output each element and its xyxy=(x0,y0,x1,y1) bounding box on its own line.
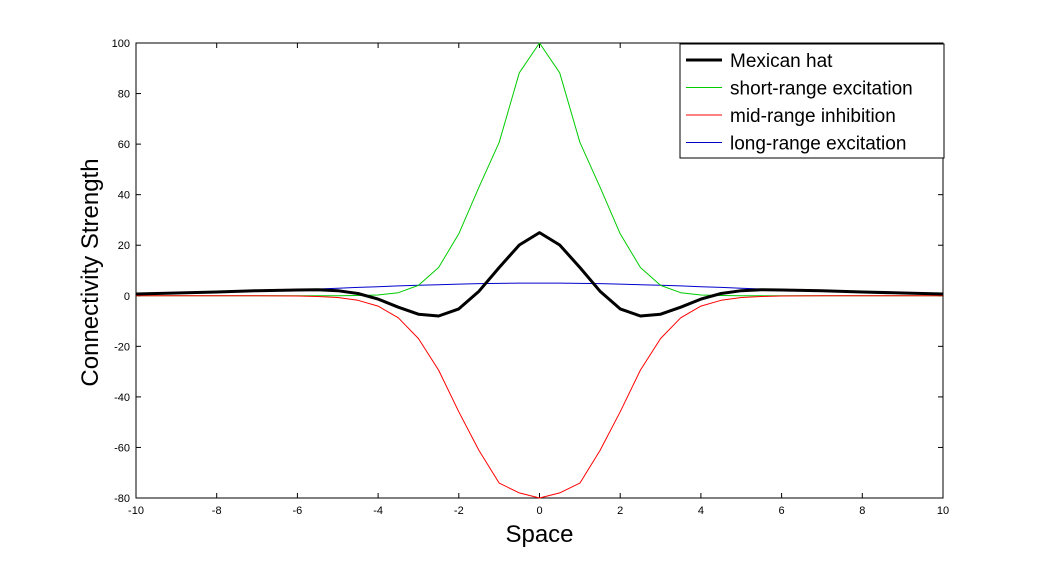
x-tick-label: -2 xyxy=(454,505,464,517)
x-axis: -10 -8 -6 -4 -2 0 2 4 6 8 10 xyxy=(128,43,949,517)
y-tick-label: 60 xyxy=(118,139,130,151)
y-tick-label: -60 xyxy=(114,442,130,454)
x-tick-label: -6 xyxy=(293,505,303,517)
y-tick-label: 20 xyxy=(118,240,130,252)
y-tick-label: -20 xyxy=(114,341,130,353)
legend-label-mexican-hat: Mexican hat xyxy=(730,51,833,72)
legend: Mexican hat short-range excitation mid-ran… xyxy=(679,43,945,159)
y-tick-label: 0 xyxy=(124,291,130,303)
y-axis-label: Connectivity Strength xyxy=(77,158,104,386)
x-tick-label: 2 xyxy=(617,505,623,517)
y-tick-label: 100 xyxy=(112,38,130,50)
legend-label-mid-range-inhibition: mid-range inhibition xyxy=(730,106,896,127)
y-tick-label: 40 xyxy=(118,190,130,202)
x-axis-label: Space xyxy=(505,521,573,548)
x-tick-label: -8 xyxy=(212,505,222,517)
legend-label-long-range-excitation: long-range excitation xyxy=(730,134,906,155)
series-line-mexican-hat xyxy=(135,231,944,318)
x-tick-label: 4 xyxy=(698,505,704,517)
series-line-short-range-excitation xyxy=(136,42,943,297)
y-tick-label: 80 xyxy=(118,89,130,101)
x-tick-label: 0 xyxy=(536,505,542,517)
legend-box xyxy=(679,43,945,159)
x-tick-label: -4 xyxy=(373,505,383,517)
x-tick-label: 8 xyxy=(859,505,865,517)
y-tick-label: -80 xyxy=(114,493,130,505)
x-tick-label: 10 xyxy=(937,505,949,517)
series-line-mid-range-inhibition xyxy=(136,295,943,499)
y-tick-label: -40 xyxy=(114,392,130,404)
x-tick-label: -10 xyxy=(128,505,144,517)
series-lines xyxy=(135,42,944,499)
x-tick-label: 6 xyxy=(779,505,785,517)
legend-label-short-range-excitation: short-range excitation xyxy=(730,79,913,100)
y-axis: -80 -60 -40 -20 0 20 40 60 80 100 xyxy=(112,38,943,505)
